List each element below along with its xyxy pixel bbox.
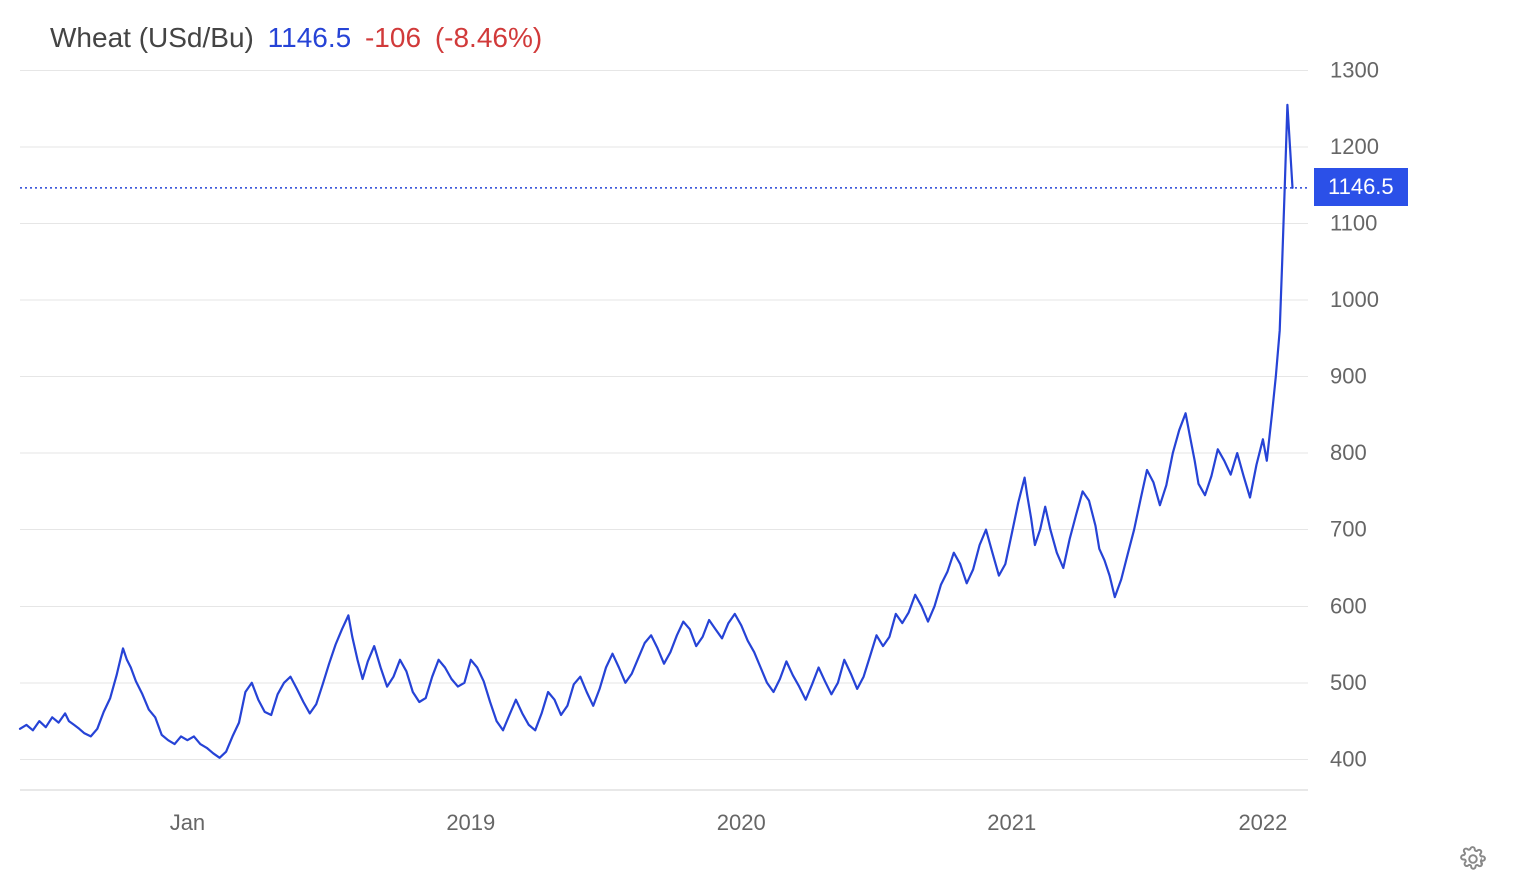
price-series-line — [20, 105, 1293, 758]
y-axis-label: 1100 — [1330, 210, 1377, 235]
x-axis-label: 2020 — [717, 810, 766, 835]
current-price: 1146.5 — [268, 22, 352, 53]
price-change-pct: (-8.46%) — [435, 22, 542, 53]
instrument-name: Wheat (USd/Bu) — [50, 22, 254, 53]
x-axis-label: 2021 — [987, 810, 1036, 835]
y-axis-label: 500 — [1330, 670, 1367, 695]
y-axis-label: 800 — [1330, 440, 1367, 465]
price-change-abs: -106 — [365, 22, 421, 53]
current-price-badge: 1146.5 — [1314, 168, 1408, 206]
y-axis-label: 400 — [1330, 746, 1367, 771]
x-axis-label: 2022 — [1238, 810, 1287, 835]
y-axis-label: 1200 — [1330, 134, 1379, 159]
settings-button[interactable] — [1460, 846, 1486, 872]
y-axis-label: 900 — [1330, 364, 1367, 389]
price-chart-container: Wheat (USd/Bu) 1146.5 -106 (-8.46%) 400 5… — [0, 0, 1516, 890]
price-badge-value: 1146.5 — [1328, 174, 1394, 199]
x-axis-label: 2019 — [446, 810, 495, 835]
y-axis-label: 1000 — [1330, 287, 1379, 312]
y-axis-label: 700 — [1330, 517, 1367, 542]
price-chart[interactable]: 400 500 600 700 800 900 1000 1100 1200 1300 Jan 201… — [0, 0, 1516, 890]
y-axis-label: 1300 — [1330, 57, 1379, 82]
y-axis-label: 600 — [1330, 593, 1367, 618]
x-axis-label: Jan — [170, 810, 205, 835]
gear-icon — [1460, 846, 1486, 872]
chart-header: Wheat (USd/Bu) 1146.5 -106 (-8.46%) — [50, 22, 548, 54]
